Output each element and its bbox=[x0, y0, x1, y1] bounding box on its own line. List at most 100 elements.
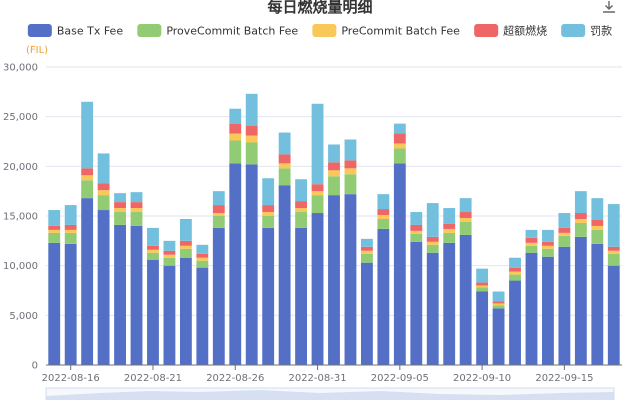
bar-segment[interactable] bbox=[212, 191, 225, 206]
bar-stack[interactable] bbox=[574, 191, 587, 365]
bar-segment[interactable] bbox=[295, 208, 308, 213]
bar-stack[interactable] bbox=[212, 191, 225, 365]
bar-segment[interactable] bbox=[344, 194, 357, 365]
bar-stack[interactable] bbox=[64, 205, 77, 365]
bar-segment[interactable] bbox=[426, 241, 439, 245]
bar-segment[interactable] bbox=[64, 243, 77, 365]
bar-segment[interactable] bbox=[542, 245, 554, 249]
bar-segment[interactable] bbox=[64, 224, 77, 230]
bar-stack[interactable] bbox=[245, 93, 258, 365]
bar-segment[interactable] bbox=[410, 224, 423, 231]
bar-segment[interactable] bbox=[443, 208, 456, 224]
bar-segment[interactable] bbox=[311, 213, 324, 365]
bar-segment[interactable] bbox=[147, 245, 159, 250]
bar-stack[interactable] bbox=[311, 103, 324, 365]
bar-segment[interactable] bbox=[574, 213, 587, 219]
bar-segment[interactable] bbox=[591, 225, 604, 230]
bar-segment[interactable] bbox=[130, 225, 143, 365]
bar-segment[interactable] bbox=[245, 125, 258, 136]
bar-segment[interactable] bbox=[196, 267, 209, 365]
bar-segment[interactable] bbox=[377, 218, 390, 229]
bar-segment[interactable] bbox=[311, 184, 324, 192]
bar-stack[interactable] bbox=[97, 153, 110, 365]
bar-segment[interactable] bbox=[459, 198, 472, 213]
bar-stack[interactable] bbox=[591, 198, 604, 365]
bar-segment[interactable] bbox=[328, 144, 340, 163]
bar-segment[interactable] bbox=[130, 208, 143, 213]
legend-item[interactable]: Base Tx Fee bbox=[27, 24, 124, 38]
bar-segment[interactable] bbox=[328, 195, 340, 365]
bar-segment[interactable] bbox=[48, 225, 61, 230]
bar-segment[interactable] bbox=[591, 243, 604, 365]
bar-segment[interactable] bbox=[163, 257, 176, 266]
bar-segment[interactable] bbox=[509, 271, 521, 275]
bar-segment[interactable] bbox=[81, 198, 94, 365]
bar-segment[interactable] bbox=[278, 185, 291, 365]
bar-segment[interactable] bbox=[278, 132, 291, 155]
bar-segment[interactable] bbox=[97, 183, 110, 191]
bar-segment[interactable] bbox=[147, 249, 159, 253]
bar-segment[interactable] bbox=[443, 223, 456, 229]
bar-segment[interactable] bbox=[443, 242, 456, 365]
legend-item[interactable]: PreCommit Batch Fee bbox=[312, 24, 460, 38]
bar-segment[interactable] bbox=[574, 236, 587, 365]
bar-segment[interactable] bbox=[344, 174, 357, 195]
bar-stack[interactable] bbox=[278, 132, 291, 365]
bar-segment[interactable] bbox=[558, 246, 571, 365]
bar-segment[interactable] bbox=[509, 280, 521, 365]
bar-segment[interactable] bbox=[295, 212, 308, 228]
bar-segment[interactable] bbox=[360, 238, 373, 247]
bar-stack[interactable] bbox=[459, 198, 472, 365]
bar-segment[interactable] bbox=[48, 242, 61, 365]
bar-segment[interactable] bbox=[360, 262, 373, 365]
bar-segment[interactable] bbox=[525, 229, 538, 238]
bar-segment[interactable] bbox=[212, 213, 225, 216]
bar-segment[interactable] bbox=[262, 205, 275, 213]
legend-item[interactable]: 罚款 bbox=[561, 24, 612, 38]
bar-segment[interactable] bbox=[525, 252, 538, 365]
bar-segment[interactable] bbox=[229, 163, 242, 365]
bar-stack[interactable] bbox=[81, 101, 94, 365]
bar-segment[interactable] bbox=[212, 216, 225, 228]
bar-segment[interactable] bbox=[542, 229, 554, 242]
data-zoom-slider[interactable] bbox=[45, 387, 615, 400]
bar-segment[interactable] bbox=[607, 246, 620, 251]
bar-segment[interactable] bbox=[492, 305, 505, 309]
bar-segment[interactable] bbox=[492, 301, 505, 304]
bar-segment[interactable] bbox=[558, 227, 571, 233]
bar-segment[interactable] bbox=[591, 229, 604, 244]
bar-segment[interactable] bbox=[295, 201, 308, 209]
bar-segment[interactable] bbox=[476, 268, 489, 283]
bar-segment[interactable] bbox=[542, 256, 554, 365]
bar-stack[interactable] bbox=[492, 291, 505, 365]
bar-segment[interactable] bbox=[196, 244, 209, 254]
bar-segment[interactable] bbox=[212, 205, 225, 214]
bar-stack[interactable] bbox=[163, 240, 176, 365]
bar-segment[interactable] bbox=[344, 160, 357, 169]
bar-segment[interactable] bbox=[114, 224, 126, 365]
bar-segment[interactable] bbox=[344, 168, 357, 175]
bar-stack[interactable] bbox=[607, 204, 620, 365]
bar-segment[interactable] bbox=[459, 221, 472, 235]
bar-segment[interactable] bbox=[476, 282, 489, 286]
bar-segment[interactable] bbox=[426, 244, 439, 253]
bar-segment[interactable] bbox=[179, 218, 192, 241]
bar-segment[interactable] bbox=[476, 287, 489, 292]
bar-stack[interactable] bbox=[179, 218, 192, 365]
legend-item[interactable]: ProveCommit Batch Fee bbox=[137, 24, 298, 38]
bar-stack[interactable] bbox=[262, 178, 275, 365]
bar-segment[interactable] bbox=[509, 257, 521, 268]
bar-segment[interactable] bbox=[459, 217, 472, 222]
bar-segment[interactable] bbox=[114, 208, 126, 213]
bar-segment[interactable] bbox=[393, 133, 406, 144]
bar-segment[interactable] bbox=[163, 254, 176, 258]
bar-segment[interactable] bbox=[328, 170, 340, 177]
bar-stack[interactable] bbox=[509, 257, 521, 365]
bar-segment[interactable] bbox=[196, 257, 209, 261]
bar-segment[interactable] bbox=[459, 212, 472, 218]
bar-segment[interactable] bbox=[377, 215, 390, 219]
bar-segment[interactable] bbox=[509, 274, 521, 281]
bar-segment[interactable] bbox=[574, 222, 587, 237]
bar-segment[interactable] bbox=[591, 198, 604, 220]
bar-segment[interactable] bbox=[558, 232, 571, 236]
